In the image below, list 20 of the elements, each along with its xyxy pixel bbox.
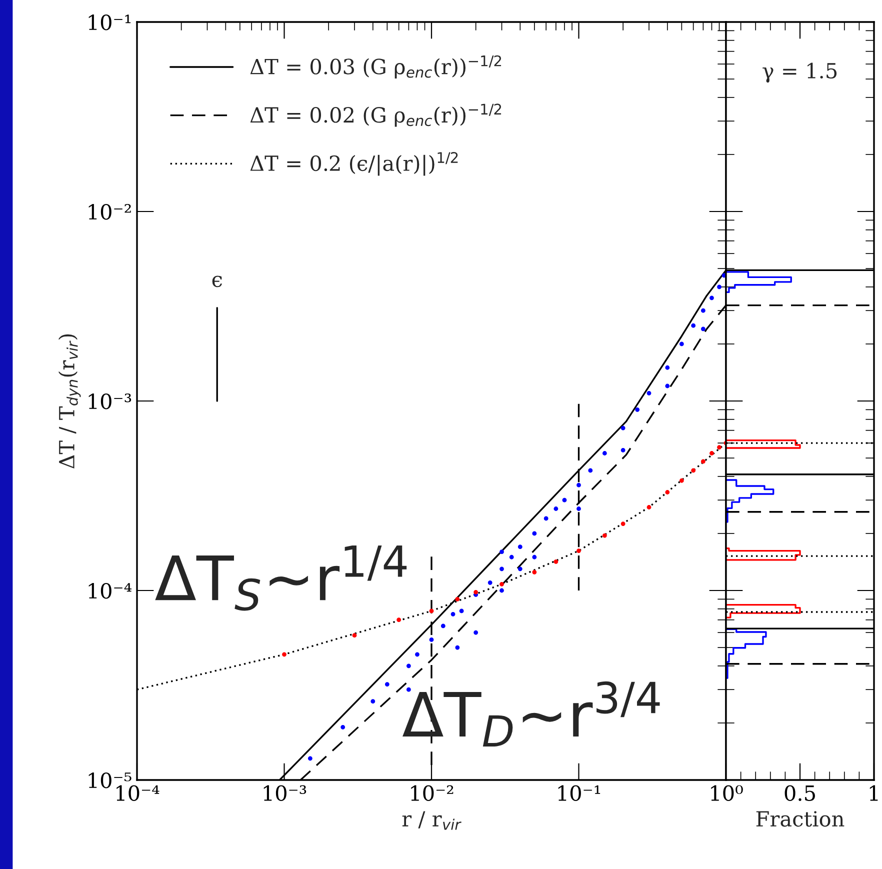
- annotation: ΔT$_{D}$~r$^{3/4}$: [402, 681, 660, 747]
- y-tick-label: 10⁻³: [88, 393, 132, 410]
- y-axis-title: ΔT / T$_{dyn}$(r$_{vir}$): [58, 334, 81, 469]
- annotation: ϵ: [212, 276, 222, 288]
- legend-label: ΔT = 0.03 (G ρ$_{enc}$(r))$^{−1/2}$: [250, 55, 502, 78]
- annotation: γ = 1.5: [762, 62, 837, 83]
- annotation: ΔT$_{S}$~r$^{1/4}$: [155, 546, 407, 611]
- y-tick-label: 10⁻¹: [88, 14, 131, 30]
- x-tick-label: 0.5: [784, 785, 815, 801]
- x-tick-label: 1: [870, 785, 878, 801]
- x-axis-title: Fraction: [756, 811, 844, 827]
- x-tick-label: 10⁻¹: [558, 785, 600, 801]
- x-tick-label: 10⁻²: [411, 785, 454, 801]
- x-tick-label: 10⁻³: [264, 785, 306, 801]
- y-tick-label: 10⁻²: [88, 204, 131, 220]
- legend-label: ΔT = 0.2 (ϵ/|a(r)|)$^{1/2}$: [250, 152, 458, 176]
- legend-label: ΔT = 0.02 (G ρ$_{enc}$(r))$^{−1/2}$: [250, 104, 502, 127]
- x-tick-label: 10⁰: [711, 785, 743, 801]
- x-axis-title: r / r$_{vir}$: [402, 811, 462, 830]
- y-tick-label: 10⁻⁴: [88, 582, 132, 599]
